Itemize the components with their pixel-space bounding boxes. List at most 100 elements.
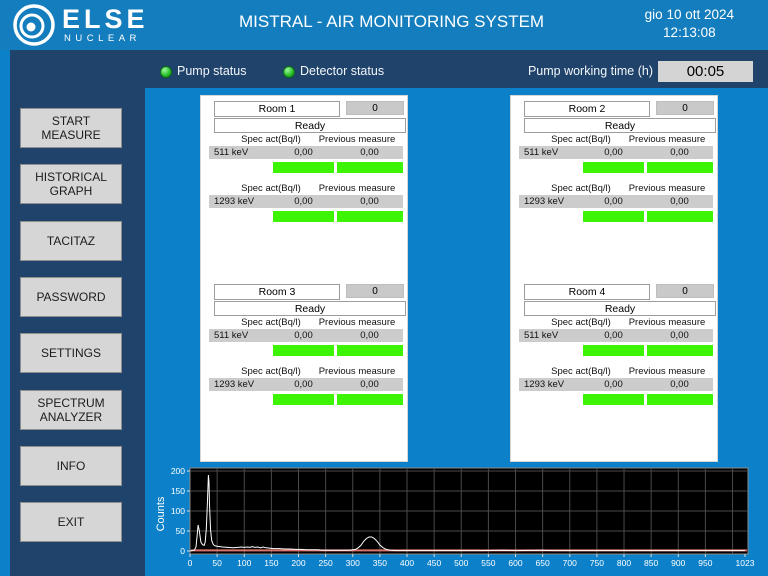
status-bar-green [647, 162, 713, 173]
page-title: MISTRAL - AIR MONITORING SYSTEM [239, 12, 544, 32]
measure-block: Spec act(Bq/l) Previous measure 1293 keV… [201, 183, 407, 223]
spectrum-chart: 0501001502000501001502002503003504004505… [150, 462, 762, 574]
spec-act-value: 0,00 [273, 147, 334, 158]
previous-value: 0,00 [336, 379, 403, 390]
historical-graph-button[interactable]: HISTORICAL GRAPH [20, 164, 122, 204]
room-count: 0 [656, 284, 714, 298]
status-bar-green [273, 162, 334, 173]
previous-measure-label: Previous measure [619, 183, 715, 194]
isotope-label: 511 keV [214, 147, 248, 158]
room-panel-right: Room 2 0 Ready Spec act(Bq/l) Previous m… [510, 95, 718, 462]
room-name: Room 2 [524, 101, 650, 117]
tacitaz-button[interactable]: TACITAZ [20, 221, 122, 261]
spectrum-analyzer-button[interactable]: SPECTRUM ANALYZER [20, 390, 122, 430]
room-name: Room 1 [214, 101, 340, 117]
svg-text:200: 200 [171, 466, 185, 476]
room-section-1: Room 1 0 Ready Spec act(Bq/l) Previous m… [201, 101, 407, 231]
room-name: Room 3 [214, 284, 340, 300]
previous-value: 0,00 [646, 196, 713, 207]
datetime: gio 10 ott 2024 12:13:08 [645, 6, 734, 42]
measure-row: 1293 keV 0,00 0,00 [209, 378, 403, 391]
spec-act-label: Spec act(Bq/l) [531, 183, 631, 194]
room-status: Ready [214, 301, 406, 316]
room-section-2: Room 2 0 Ready Spec act(Bq/l) Previous m… [511, 101, 717, 231]
svg-text:300: 300 [346, 558, 360, 568]
spec-act-label: Spec act(Bq/l) [531, 317, 631, 328]
status-bar-green [273, 211, 334, 222]
spec-act-label: Spec act(Bq/l) [221, 134, 321, 145]
isotope-label: 511 keV [214, 330, 248, 341]
previous-measure-label: Previous measure [309, 317, 405, 328]
measure-row: 511 keV 0,00 0,00 [209, 146, 403, 159]
status-bar-green [583, 394, 644, 405]
svg-text:100: 100 [237, 558, 251, 568]
room-panel-left: Room 1 0 Ready Spec act(Bq/l) Previous m… [200, 95, 408, 462]
svg-text:200: 200 [291, 558, 305, 568]
room-status: Ready [214, 118, 406, 133]
isotope-label: 511 keV [524, 330, 558, 341]
measure-block: Spec act(Bq/l) Previous measure 511 keV … [511, 317, 717, 357]
svg-text:650: 650 [536, 558, 550, 568]
svg-text:100: 100 [171, 506, 185, 516]
previous-value: 0,00 [646, 147, 713, 158]
start-measure-button[interactable]: START MEASURE [20, 108, 122, 148]
logo-subtitle: NUCLEAR [64, 33, 149, 44]
svg-text:900: 900 [671, 558, 685, 568]
measure-row: 1293 keV 0,00 0,00 [209, 195, 403, 208]
measure-row: 511 keV 0,00 0,00 [209, 329, 403, 342]
svg-text:600: 600 [508, 558, 522, 568]
measure-row: 1293 keV 0,00 0,00 [519, 195, 713, 208]
settings-button[interactable]: SETTINGS [20, 333, 122, 373]
status-bar-green [647, 345, 713, 356]
password-button[interactable]: PASSWORD [20, 277, 122, 317]
spec-act-value: 0,00 [583, 379, 644, 390]
previous-value: 0,00 [336, 196, 403, 207]
left-accent-strip [0, 50, 10, 576]
detector-status-led-icon [283, 66, 295, 78]
info-button[interactable]: INFO [20, 446, 122, 486]
isotope-label: 511 keV [524, 147, 558, 158]
previous-measure-label: Previous measure [309, 366, 405, 377]
previous-measure-label: Previous measure [309, 183, 405, 194]
svg-text:400: 400 [400, 558, 414, 568]
spec-act-value: 0,00 [583, 147, 644, 158]
status-bar-green [337, 394, 403, 405]
main-content: Room 1 0 Ready Spec act(Bq/l) Previous m… [145, 88, 768, 576]
svg-text:700: 700 [563, 558, 577, 568]
status-bar-green [647, 394, 713, 405]
mistral-app: ELSE NUCLEAR MISTRAL - AIR MONITORING SY… [0, 0, 768, 576]
pump-working-time-label: Pump working time (h) [505, 64, 653, 78]
exit-button[interactable]: EXIT [20, 502, 122, 542]
svg-text:150: 150 [171, 486, 185, 496]
pump-working-time-display: 00:05 [658, 61, 753, 82]
previous-value: 0,00 [336, 330, 403, 341]
svg-text:350: 350 [373, 558, 387, 568]
previous-measure-label: Previous measure [309, 134, 405, 145]
spec-act-label: Spec act(Bq/l) [221, 366, 321, 377]
measure-block: Spec act(Bq/l) Previous measure 1293 keV… [511, 366, 717, 406]
previous-measure-label: Previous measure [619, 317, 715, 328]
svg-text:150: 150 [264, 558, 278, 568]
room-section-3: Room 3 0 Ready Spec act(Bq/l) Previous m… [201, 284, 407, 414]
spec-act-value: 0,00 [273, 379, 334, 390]
measure-row: 511 keV 0,00 0,00 [519, 329, 713, 342]
svg-text:750: 750 [590, 558, 604, 568]
room-status: Ready [524, 118, 716, 133]
status-bar-green [583, 162, 644, 173]
else-nuclear-logo-icon [12, 3, 56, 47]
room-name: Room 4 [524, 284, 650, 300]
logo-text: ELSE NUCLEAR [62, 6, 149, 44]
status-bar-green [337, 162, 403, 173]
measure-block: Spec act(Bq/l) Previous measure 511 keV … [511, 134, 717, 174]
svg-text:450: 450 [427, 558, 441, 568]
measure-block: Spec act(Bq/l) Previous measure 1293 keV… [511, 183, 717, 223]
spec-act-value: 0,00 [273, 196, 334, 207]
previous-value: 0,00 [646, 330, 713, 341]
room-count: 0 [656, 101, 714, 115]
spec-act-value: 0,00 [273, 330, 334, 341]
spec-act-value: 0,00 [583, 330, 644, 341]
logo-brand: ELSE [62, 6, 149, 32]
svg-text:550: 550 [481, 558, 495, 568]
room-section-4: Room 4 0 Ready Spec act(Bq/l) Previous m… [511, 284, 717, 414]
spec-act-label: Spec act(Bq/l) [531, 134, 631, 145]
